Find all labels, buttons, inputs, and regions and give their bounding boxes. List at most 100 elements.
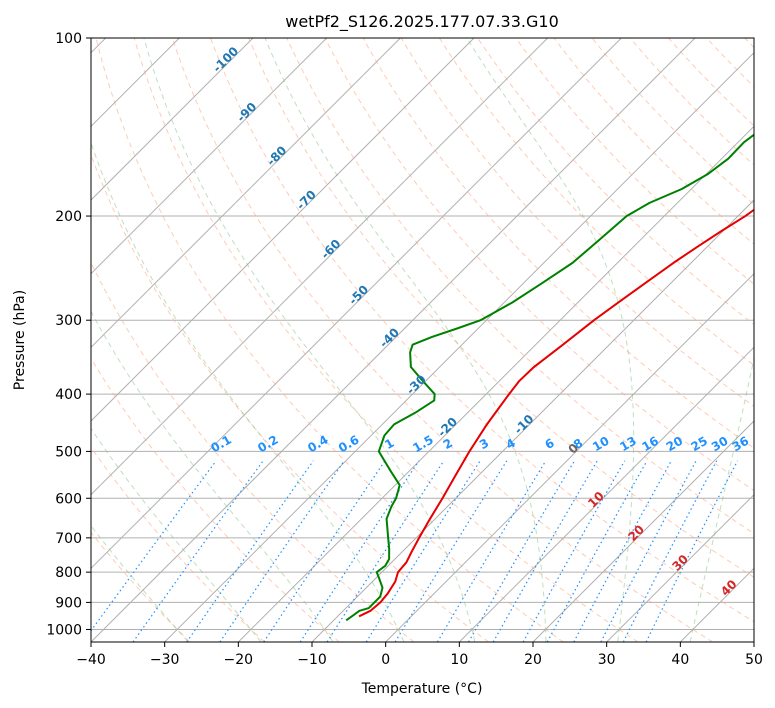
dry-adiabat (95, 38, 564, 642)
isotherm-label: -80 (264, 143, 289, 168)
mixing-ratio-line (467, 460, 575, 642)
isotherm (164, 51, 754, 642)
isotherm (458, 346, 754, 642)
dry-adiabat (515, 38, 754, 285)
mixing-ratio-label: 0.1 (208, 433, 233, 456)
mixing-ratio-label: 3 (477, 436, 491, 452)
dry-adiabat (91, 446, 265, 642)
mixing-ratio-line (91, 460, 217, 632)
isotherm (91, 38, 549, 496)
dry-adiabat (477, 38, 754, 326)
mixing-ratio-line (622, 460, 718, 642)
mixing-ratio-label: 0.6 (336, 433, 361, 456)
sounding-trace (345, 133, 754, 622)
isotherm (532, 420, 754, 642)
y-tick-label: 1000 (46, 622, 82, 638)
isotherm-label: -60 (318, 237, 343, 262)
mixing-ratio-label: 1.5 (410, 433, 435, 456)
sounding-trace (358, 208, 754, 618)
y-tick-label: 300 (55, 313, 82, 329)
isotherm-label: -40 (377, 325, 402, 350)
chart-title: wetPf2_S126.2025.177.07.33.G10 (285, 12, 559, 32)
mixing-ratio-line (219, 460, 345, 642)
dry-adiabat (286, 38, 754, 535)
dry-adiabat (629, 38, 754, 166)
moist-adiabat (91, 427, 262, 642)
moist-adiabat (91, 524, 189, 642)
y-tick-label: 100 (55, 31, 82, 47)
y-tick-label: 800 (55, 565, 82, 581)
isotherm (91, 38, 328, 275)
dry-adiabat (91, 531, 191, 642)
dry-adiabat (210, 38, 754, 623)
isotherm-label: -20 (435, 415, 460, 440)
dry-adiabat (439, 38, 754, 366)
mixing-ratio-line (186, 460, 314, 642)
x-tick-label: 30 (598, 652, 616, 668)
y-tick-label: 600 (55, 491, 82, 507)
isotherm (679, 567, 754, 642)
dry-adiabat (553, 38, 754, 245)
mixing-ratio-line (573, 460, 672, 642)
dry-adiabat (706, 38, 754, 88)
isotherm-label: -50 (346, 282, 371, 307)
mixing-ratio-line (326, 460, 445, 642)
isotherm-lines (91, 38, 754, 642)
mixing-ratio-label: 0.2 (255, 433, 280, 456)
y-axis: 100 200 300 400 500 600 700 800 900 1000 (46, 31, 91, 638)
x-tick-label: 10 (450, 652, 468, 668)
isotherm (237, 125, 754, 642)
moist-adiabat (689, 356, 754, 642)
plot-frame (90, 37, 755, 643)
x-tick-label: −10 (297, 652, 327, 668)
y-tick-label: 400 (55, 387, 82, 403)
y-axis-label: Pressure (hPa) (12, 290, 28, 390)
y-tick-label: 900 (55, 595, 82, 611)
isotherm-label: 10 (585, 489, 607, 511)
isotherm-label: 40 (718, 577, 740, 599)
pressure-gridlines (91, 38, 754, 630)
x-axis: −40 −30 −20 −10 0 10 20 30 40 50 (76, 642, 763, 668)
isotherm (753, 641, 754, 642)
x-tick-label: 20 (524, 652, 542, 668)
moist-adiabat (264, 38, 547, 642)
y-tick-label: 200 (55, 209, 82, 225)
dry-adiabat-lines (91, 38, 754, 642)
x-tick-label: 40 (671, 652, 689, 668)
dry-adiabat (744, 38, 754, 49)
isotherm-label: -10 (511, 412, 536, 437)
isotherm (385, 272, 754, 642)
dry-adiabat (91, 261, 415, 642)
x-axis-label: Temperature (°C) (361, 681, 483, 697)
dry-adiabat (591, 38, 754, 206)
dry-adiabat (400, 38, 754, 408)
mixing-ratio-line (436, 460, 547, 642)
mixing-ratio-line (365, 460, 481, 642)
x-tick-label: −30 (150, 652, 180, 668)
dry-adiabat (133, 38, 639, 642)
x-tick-label: −20 (224, 652, 254, 668)
dry-adiabat (248, 38, 754, 578)
mixing-ratio-line (546, 460, 648, 642)
mixing-ratio-label: 0.4 (305, 433, 330, 456)
isotherm-label: -90 (234, 100, 259, 125)
dry-adiabat (91, 357, 340, 642)
x-tick-label: 50 (745, 652, 763, 668)
isotherm-label: 30 (669, 552, 691, 574)
isotherm (606, 493, 754, 642)
mixing-ratio-line (492, 460, 598, 642)
y-tick-label: 500 (55, 444, 82, 460)
dry-adiabat (171, 38, 713, 642)
x-tick-label: −40 (76, 652, 106, 668)
y-tick-label: 700 (55, 531, 82, 547)
isotherm (91, 38, 254, 201)
mixing-ratio-line (263, 460, 386, 642)
isotherm (91, 38, 696, 642)
mixing-ratio-line (522, 460, 626, 642)
dry-adiabat (362, 38, 754, 449)
mixing-ratio-label: 6 (542, 436, 556, 452)
mixing-ratio-line (645, 460, 739, 642)
isotherm (91, 38, 475, 422)
mixing-ratio-line (132, 460, 264, 642)
